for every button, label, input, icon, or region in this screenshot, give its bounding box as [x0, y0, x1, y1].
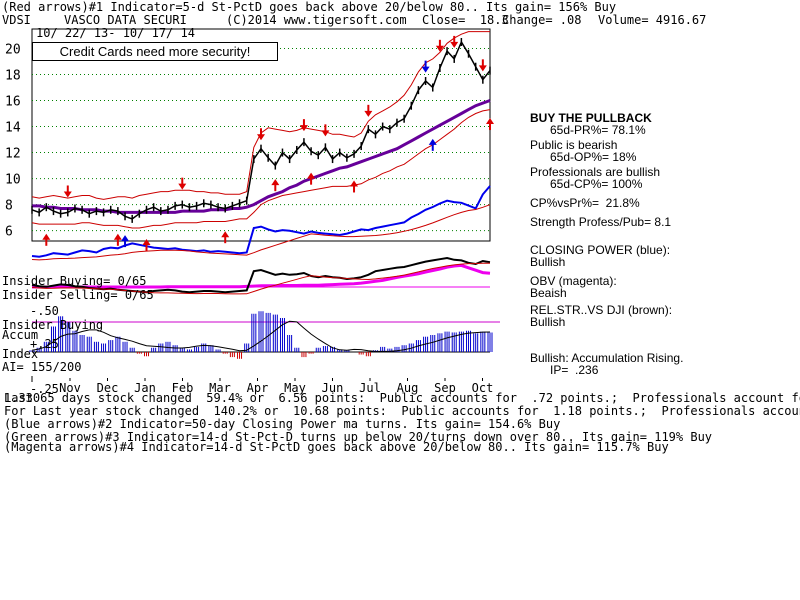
close-value: Close= 18.3 — [422, 13, 509, 27]
signal-arrows — [42, 35, 494, 251]
y-tick-label: 20 — [5, 43, 21, 58]
moving-average-line — [32, 99, 491, 214]
minus50-label: -.50 — [30, 304, 59, 318]
insider-buying-label-2: Insider Buying — [2, 318, 104, 332]
closing-power-ma — [31, 204, 491, 261]
x-tick-label: Nov — [59, 381, 81, 395]
buy-pullback: BUY THE PULLBACK — [530, 111, 652, 125]
date-range: 10/ 22/ 13- 10/ 17/ 14 — [36, 26, 195, 40]
red-up-arrow-head — [307, 172, 316, 179]
accum-ma-line — [31, 320, 491, 352]
red-up-arrow-head — [486, 118, 494, 125]
y-tick-label: 18 — [5, 69, 21, 84]
strength-ratio: Strength Profess/Pub= 8.1 — [530, 215, 672, 229]
price-line — [31, 40, 491, 220]
red-down-arrow-head — [478, 65, 487, 72]
callout-box: Credit Cards need more security! — [32, 42, 278, 61]
x-tick-label: Aug — [397, 381, 419, 395]
chart-marks — [29, 31, 500, 382]
blue-down-arrow-head — [421, 66, 430, 73]
relstr-state: Bullish — [530, 315, 566, 329]
x-tick-label: Sep — [434, 381, 456, 395]
y-tick-label: 10 — [5, 173, 21, 188]
cp-value: 65d-CP%= 100% — [550, 177, 643, 191]
change-value: Change= .08 — [502, 13, 582, 27]
insider-buying-label: Insider Buying= 0/65 — [2, 274, 147, 288]
x-tick-label: Jan — [134, 381, 156, 395]
cp-vs-pr: CP%vsPr%= 21.8% — [530, 196, 640, 210]
price-panel-frame — [31, 28, 491, 242]
red-up-arrow-head — [350, 180, 359, 187]
ai-label: AI= 155/200 — [2, 360, 82, 374]
red-down-arrow-head — [178, 183, 187, 190]
red-up-arrow-head — [142, 239, 151, 245]
copyright: (C)2014 www.tigersoft.com — [226, 13, 407, 27]
accumulation-state: Bullish: Accumulation Rising. — [530, 351, 684, 365]
x-tick-label: May — [284, 381, 306, 395]
volume-value: Volume= 4916.67 — [598, 13, 707, 27]
relstr-label: REL.STR..VS DJI (brown): — [530, 303, 673, 317]
insider-selling-label: Insider Selling= 0/65 — [2, 288, 154, 302]
x-tick-label: Jun — [322, 381, 344, 395]
pr-value: 65d-PR%= 78.1% — [550, 123, 646, 137]
blue-up-arrow-head — [428, 138, 437, 145]
red-down-arrow-head — [257, 134, 265, 141]
professionals-bullish: Professionals are bullish — [530, 165, 661, 179]
relative-strength-ma — [31, 262, 491, 295]
plus25-label: +.25 — [30, 337, 59, 351]
chart-grid: 6 8 10 12 14 16 18 20 Nov Dec Jan Feb Mar Apr May Jun Ju… — [5, 28, 494, 395]
red-up-arrow-head — [271, 179, 280, 186]
red-up-arrow-head — [221, 231, 230, 238]
obv-label: OBV (magenta): — [530, 274, 617, 288]
y-tick-label: 8 — [5, 199, 13, 214]
closing-power-line — [31, 185, 491, 258]
y-tick-label: 14 — [5, 121, 21, 136]
footer-line-1: Last 65 days stock changed 59.4% or 6.56… — [4, 391, 800, 405]
op-value: 65d-OP%= 18% — [550, 150, 637, 164]
closing-power-label: CLOSING POWER (blue): — [530, 243, 671, 257]
footer-line-2: For Last year stock changed 140.2% or 10… — [4, 404, 800, 418]
obv-state: Beaish — [530, 286, 567, 300]
x-tick-label: Jul — [359, 381, 381, 395]
y-tick-label: 16 — [5, 95, 21, 110]
x-tick-label: Dec — [97, 381, 119, 395]
footer-line-4: (Green arrows)#3 Indicator=14-d St-Pct-D… — [4, 430, 713, 444]
accum-label: Accum — [2, 328, 39, 342]
red-down-arrow-head — [63, 191, 72, 198]
blue-up-arrow-head — [121, 235, 130, 242]
y-tick-label: 12 — [5, 147, 21, 162]
header-indicator-line: (Red arrows)#1 Indicator=5-d St-PctD goe… — [2, 0, 617, 14]
red-down-arrow-head — [435, 45, 444, 52]
lower-band-line — [31, 109, 491, 229]
x-tick-label: Apr — [247, 381, 269, 395]
symbol: VDSI — [2, 13, 31, 27]
ip-value: IP= .236 — [550, 363, 599, 377]
footer-line-3: (Blue arrows)#2 Indicator=50-day Closing… — [4, 417, 561, 431]
company-name: VASCO DATA SECURI — [64, 13, 187, 27]
closing-power-state: Bullish — [530, 255, 566, 269]
red-down-arrow-head — [321, 130, 330, 137]
footer-line-5: (Magenta arrows)#4 Indicator=14-d St-Pct… — [4, 440, 669, 454]
red-down-arrow-head — [450, 41, 459, 48]
y-tick-label: 6 — [5, 225, 13, 240]
red-down-arrow-head — [299, 125, 308, 132]
x-tick-label: Mar — [209, 381, 231, 395]
x-tick-label: Feb — [172, 381, 194, 395]
red-up-arrow-head — [42, 233, 51, 240]
x-tick-label: Oct — [472, 381, 494, 395]
minus25-label: -.25 — [30, 382, 59, 396]
footer-overlap-number: 1.330 — [4, 391, 41, 405]
public-bearish: Public is bearish — [530, 138, 618, 152]
index-label: Index — [2, 347, 39, 361]
red-down-arrow-head — [364, 110, 373, 117]
red-up-arrow-head — [113, 233, 122, 240]
